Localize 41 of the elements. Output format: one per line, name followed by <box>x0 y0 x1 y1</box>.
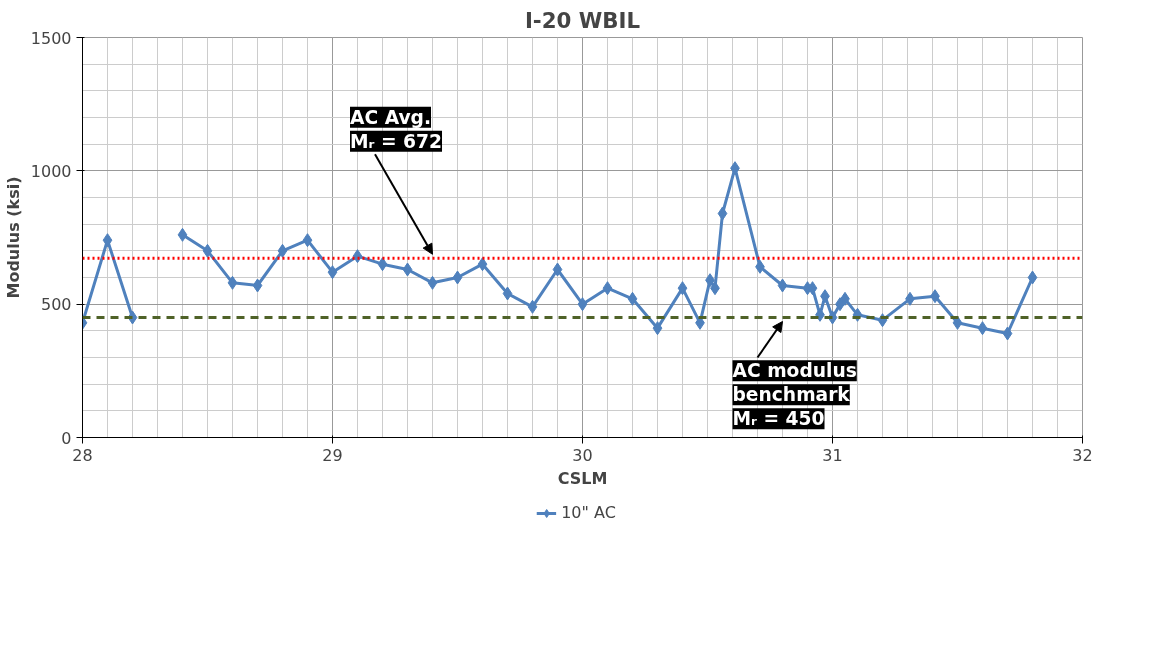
point <box>577 297 588 312</box>
chart-title: I-20 WBIL <box>524 7 641 33</box>
point <box>102 233 113 248</box>
y-tick-label: 1000 <box>30 161 72 181</box>
point <box>527 299 538 314</box>
point <box>302 233 313 248</box>
point <box>717 206 728 221</box>
point <box>502 286 513 301</box>
point <box>227 275 238 290</box>
y-axis-title: Modulus (ksi) <box>3 176 23 299</box>
point <box>1002 326 1013 341</box>
point <box>277 243 288 258</box>
point <box>652 321 663 336</box>
y-tick-label: 1500 <box>30 28 72 48</box>
x-tick-label: 31 <box>822 445 843 465</box>
point <box>377 257 388 272</box>
point <box>252 278 263 293</box>
point <box>452 270 463 285</box>
legend-label: 10" AC <box>561 503 616 522</box>
x-tick-label: 29 <box>322 445 343 465</box>
point <box>602 281 613 296</box>
point <box>402 262 413 277</box>
point <box>677 281 688 296</box>
x-tick-label: 32 <box>1072 445 1093 465</box>
x-tick-label: 28 <box>72 445 93 465</box>
point <box>1027 270 1038 285</box>
point <box>177 227 188 242</box>
y-tick-label: 0 <box>61 428 72 448</box>
point <box>427 275 438 290</box>
point <box>202 243 213 258</box>
point <box>977 321 988 336</box>
point <box>777 278 788 293</box>
x-tick-label: 30 <box>572 445 593 465</box>
point <box>627 291 638 306</box>
annotation: AC modulus benchmark Mᵣ = 450 <box>732 360 857 430</box>
y-tick-label: 500 <box>40 295 72 315</box>
point <box>327 265 338 280</box>
point <box>477 257 488 272</box>
x-axis-title: CSLM <box>557 468 608 488</box>
annotation: AC Avg. Mᵣ = 672 <box>350 106 443 152</box>
point <box>552 262 563 277</box>
